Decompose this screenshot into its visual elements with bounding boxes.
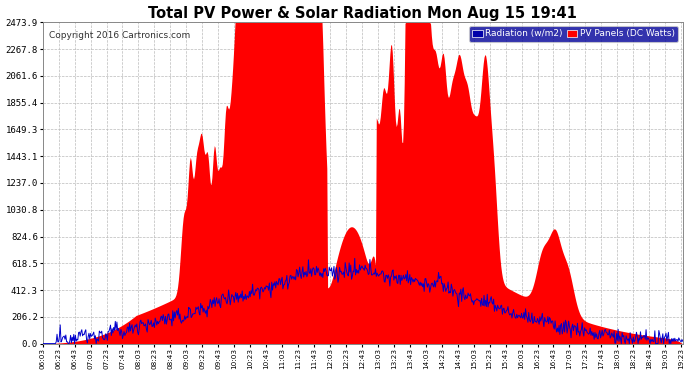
Text: Copyright 2016 Cartronics.com: Copyright 2016 Cartronics.com [49,32,190,40]
Title: Total PV Power & Solar Radiation Mon Aug 15 19:41: Total PV Power & Solar Radiation Mon Aug… [148,6,577,21]
Legend: Radiation (w/m2), PV Panels (DC Watts): Radiation (w/m2), PV Panels (DC Watts) [469,26,678,42]
